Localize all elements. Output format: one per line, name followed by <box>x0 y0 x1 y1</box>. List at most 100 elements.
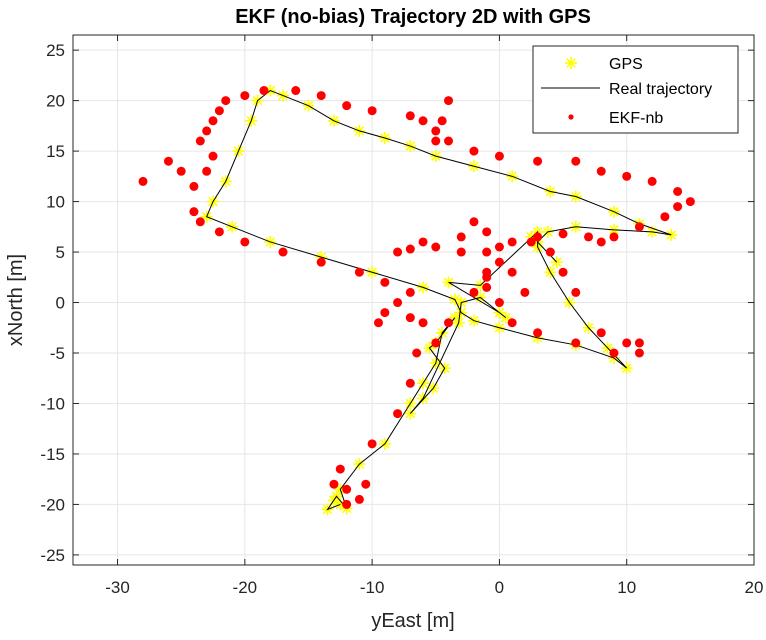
ekf-nb-point <box>673 186 683 196</box>
y-tick-label: 15 <box>46 142 65 161</box>
real-trajectory-line <box>205 89 672 511</box>
ekf-nb-series <box>138 86 695 509</box>
ekf-nb-point <box>431 338 441 348</box>
plot-frame <box>72 34 755 566</box>
ekf-nb-point <box>507 237 517 247</box>
ekf-nb-point <box>444 96 454 106</box>
x-axis-label: yEast [m] <box>371 610 454 632</box>
ekf-nb-point <box>494 151 504 161</box>
ekf-nb-point <box>609 348 619 358</box>
legend-ekf-nb-marker <box>568 114 574 120</box>
ekf-nb-point <box>259 86 269 96</box>
ekf-nb-point <box>444 318 454 328</box>
ekf-nb-point <box>673 202 683 212</box>
ekf-nb-point <box>405 111 415 121</box>
ekf-nb-point <box>354 494 364 504</box>
ticks: -30 -20 -10 0 10 20 -25 -20 -15 -10 -5 0 5 10 15 20 25 <box>40 35 763 597</box>
ekf-nb-point <box>291 86 301 96</box>
ekf-nb-point <box>278 247 288 257</box>
y-tick-label: 25 <box>46 41 65 60</box>
ekf-nb-point <box>494 298 504 308</box>
ekf-nb-point <box>437 116 447 126</box>
ekf-nb-point <box>634 338 644 348</box>
ekf-nb-point <box>558 229 568 239</box>
legend-box <box>532 45 739 134</box>
ekf-nb-point <box>456 247 466 257</box>
ekf-nb-point <box>393 247 403 257</box>
ekf-nb-point <box>596 166 606 176</box>
data-layer <box>138 84 695 516</box>
ekf-nb-point <box>342 499 352 509</box>
legend-gps-asterisk <box>565 57 577 69</box>
ekf-nb-point <box>660 212 670 222</box>
x-tick-label: -30 <box>105 578 130 597</box>
ekf-nb-point <box>214 106 224 116</box>
ekf-nb-point <box>316 257 326 267</box>
y-tick-label: 10 <box>46 193 65 212</box>
ekf-nb-point <box>208 116 218 126</box>
y-tick-label: -25 <box>40 546 65 565</box>
ekf-nb-point <box>431 126 441 136</box>
ekf-nb-point <box>412 348 422 358</box>
ekf-nb-point <box>469 146 479 156</box>
ekf-nb-point <box>571 287 581 297</box>
y-tick-label: -5 <box>50 344 65 363</box>
ekf-nb-point <box>609 232 619 242</box>
y-tick-label: -20 <box>40 495 65 514</box>
ekf-nb-point <box>596 328 606 338</box>
ekf-nb-point <box>405 287 415 297</box>
ekf-nb-point <box>202 126 212 136</box>
ekf-nb-point <box>596 237 606 247</box>
ekf-nb-point <box>240 237 250 247</box>
ekf-nb-point <box>482 227 492 237</box>
y-tick-label: 20 <box>46 92 65 111</box>
ekf-nb-point <box>367 106 377 116</box>
ekf-nb-point <box>482 247 492 257</box>
ekf-nb-point <box>622 171 632 181</box>
ekf-nb-point <box>482 282 492 292</box>
gps-marker-stroke <box>566 58 576 68</box>
ekf-nb-point <box>545 247 555 257</box>
ekf-nb-point <box>393 298 403 308</box>
ekf-nb-point <box>685 197 695 207</box>
ekf-nb-point <box>526 237 536 247</box>
ekf-nb-point <box>342 101 352 111</box>
ekf-nb-point <box>380 308 390 318</box>
ekf-nb-point <box>138 176 148 186</box>
ekf-nb-point <box>393 409 403 419</box>
x-tick-label: -10 <box>360 578 385 597</box>
ekf-nb-point <box>163 156 173 166</box>
ekf-nb-point <box>189 207 199 217</box>
ekf-nb-point <box>195 217 205 227</box>
y-tick-label: -10 <box>40 394 65 413</box>
ekf-nb-point <box>405 244 415 254</box>
legend-label-real-trajectory: Real trajectory <box>609 81 712 98</box>
ekf-nb-point <box>558 267 568 277</box>
y-axis-label: xNorth [m] <box>5 254 27 346</box>
ekf-nb-point <box>208 151 218 161</box>
ekf-nb-point <box>494 242 504 252</box>
ekf-nb-point <box>354 267 364 277</box>
ekf-nb-point <box>367 439 377 449</box>
ekf-nb-point <box>494 257 504 267</box>
ekf-nb-point <box>444 136 454 146</box>
ekf-nb-point <box>176 166 186 176</box>
ekf-nb-point <box>469 217 479 227</box>
ekf-nb-point <box>316 91 326 101</box>
ekf-nb-point <box>342 484 352 494</box>
chart-title: EKF (no-bias) Trajectory 2D with GPS <box>235 6 591 28</box>
ekf-nb-point <box>214 227 224 237</box>
ekf-nb-point <box>571 156 581 166</box>
y-tick-label: 5 <box>56 243 65 262</box>
x-tick-label: -20 <box>233 578 258 597</box>
ekf-nb-point <box>431 242 441 252</box>
ekf-nb-point <box>418 318 428 328</box>
ekf-nb-point <box>634 348 644 358</box>
legend-gps-marker <box>565 57 577 69</box>
y-tick-label: -15 <box>40 445 65 464</box>
x-tick-label: 20 <box>745 578 764 597</box>
ekf-nb-point <box>361 479 371 489</box>
x-tick-label: 0 <box>495 578 504 597</box>
ekf-nb-point <box>571 338 581 348</box>
